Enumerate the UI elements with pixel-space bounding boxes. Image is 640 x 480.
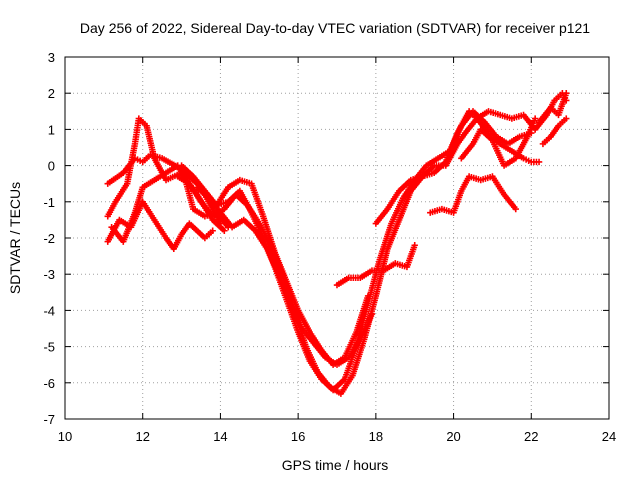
x-tick-label: 12 [135, 429, 149, 444]
data-point [368, 310, 376, 318]
series-track-11 [427, 173, 519, 216]
y-tick-label: -7 [43, 412, 55, 427]
data-point [221, 227, 228, 234]
data-point [563, 115, 570, 122]
x-tick-label: 22 [524, 429, 538, 444]
series-track-14 [539, 115, 570, 148]
data-point [531, 115, 539, 122]
data-points [104, 90, 570, 397]
series-track-8 [201, 176, 372, 368]
data-point [563, 90, 570, 97]
y-tick-label: -5 [43, 340, 55, 355]
series-track-5 [174, 108, 543, 397]
y-tick-label: -6 [43, 376, 55, 391]
series-track-6 [178, 108, 535, 394]
chart-title: Day 256 of 2022, Sidereal Day-to-day VTE… [80, 20, 590, 36]
x-tick-label: 16 [291, 429, 305, 444]
y-tick-label: 2 [48, 86, 55, 101]
series-track-12 [458, 115, 539, 169]
y-tick-label: -4 [43, 303, 55, 318]
data-point [364, 292, 372, 300]
y-tick-label: -1 [43, 195, 55, 210]
y-tick-label: 3 [48, 50, 55, 65]
x-tick-label: 20 [446, 429, 460, 444]
series-track-3 [104, 198, 216, 253]
series-track-9 [333, 242, 418, 289]
grid [65, 57, 609, 419]
y-tick-label: 1 [48, 122, 55, 137]
x-tick-label: 18 [369, 429, 383, 444]
x-tick-label: 14 [213, 429, 227, 444]
x-tick-label: 10 [58, 429, 72, 444]
data-point [535, 158, 543, 166]
y-tick-label: 0 [48, 159, 55, 174]
y-tick-label: -3 [43, 267, 55, 282]
data-point [411, 242, 418, 249]
data-point [512, 205, 519, 213]
x-axis-label: GPS time / hours [282, 457, 389, 473]
x-tick-label: 24 [602, 429, 616, 444]
y-axis-label: SDTVAR / TECUs [7, 182, 23, 294]
y-tick-label: -2 [43, 231, 55, 246]
series-track-15 [535, 90, 570, 126]
data-point [209, 227, 216, 234]
